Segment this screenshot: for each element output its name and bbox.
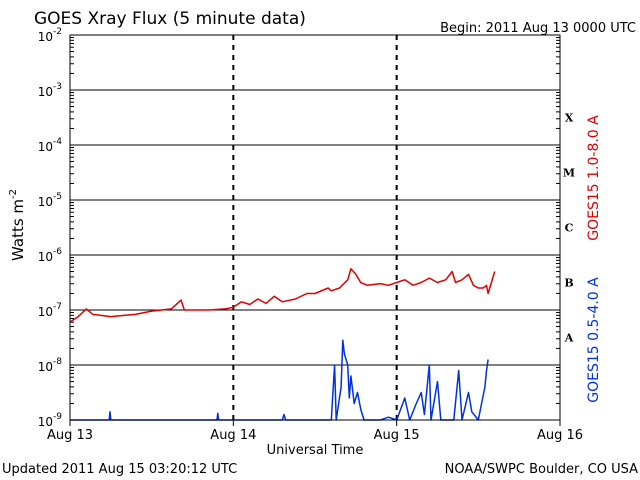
series-line-1	[70, 339, 489, 421]
x-tick-label-1: Aug 14	[210, 428, 256, 443]
x-axis-label: Universal Time	[267, 443, 364, 458]
footer-credit: NOAA/SWPC Boulder, CO USA	[445, 462, 638, 477]
flare-class-c: C	[565, 222, 574, 235]
y-tick-label-2: 10-4	[38, 137, 63, 154]
flare-class-x: X	[565, 112, 574, 125]
flare-class-a: A	[564, 332, 574, 345]
x-tick-label-3: Aug 16	[537, 428, 583, 443]
svg-text:Watts m-2: Watts m-2	[8, 189, 27, 261]
flare-class-b: B	[564, 277, 573, 290]
legend-entry-0: GOES15 1.0-8.0 A	[586, 115, 602, 241]
y-axis-ticks: 10-2 10-3 10-4 10-5 10-6 10-7 10-8 10-9	[38, 27, 560, 429]
y-tick-label-0: 10-2	[38, 27, 62, 44]
begin-label: Begin: 2011 Aug 13 0000 UTC	[440, 21, 636, 36]
y-tick-label-5: 10-7	[38, 302, 62, 319]
y-tick-label-1: 10-3	[38, 82, 62, 99]
x-tick-label-0: Aug 13	[47, 428, 93, 443]
legend: GOES15 1.0-8.0 A GOES15 0.5-4.0 A	[586, 115, 602, 403]
series-line-0	[69, 268, 496, 323]
flare-class-m: M	[563, 167, 575, 180]
plot-frame	[69, 34, 561, 421]
x-axis-ticks: Aug 13 Aug 14 Aug 15 Aug 16	[47, 420, 583, 443]
flare-class-labels: X M C B A	[563, 112, 575, 345]
y-axis-label-sup: -2	[8, 189, 19, 199]
y-tick-label-3: 10-5	[38, 192, 62, 209]
footer-updated: Updated 2011 Aug 15 03:20:12 UTC	[2, 462, 237, 477]
x-tick-label-2: Aug 15	[374, 428, 420, 443]
series-lines	[69, 268, 496, 421]
chart-title: GOES Xray Flux (5 minute data)	[34, 9, 306, 29]
gridlines	[70, 35, 560, 420]
legend-entry-1: GOES15 0.5-4.0 A	[586, 277, 602, 403]
y-tick-label-7: 10-9	[38, 412, 63, 429]
y-axis-label: Watts m-2	[8, 189, 27, 261]
y-tick-label-6: 10-8	[38, 357, 63, 374]
y-tick-label-4: 10-6	[38, 247, 63, 264]
y-axis-label-text: Watts m	[9, 199, 27, 261]
